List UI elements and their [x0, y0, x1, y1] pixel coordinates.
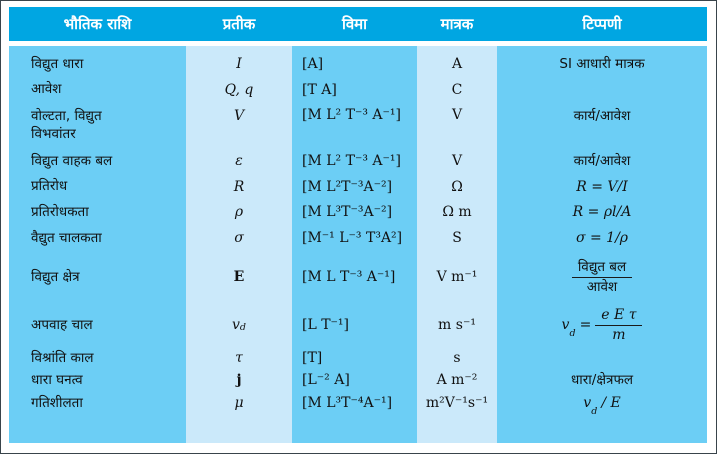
quantity-name: विद्युत धारा	[9, 51, 186, 77]
quantity-unit: S	[417, 225, 497, 251]
quantity-dimension: [A]	[292, 51, 417, 77]
quantity-name: विद्युत क्षेत्र	[9, 251, 186, 303]
quantity-dimension: [L T⁻¹]	[292, 303, 417, 347]
column-band	[9, 415, 186, 443]
quantity-symbol: V	[186, 102, 292, 148]
quantity-remark: vd = e E τ m	[497, 303, 707, 347]
quantity-symbol: ρ	[186, 199, 292, 225]
table-row: विश्रांति काल τ [T] s	[9, 347, 707, 369]
table-row: गतिशीलता μ [M L³T⁻⁴A⁻¹] m²V⁻¹s⁻¹ vd / E	[9, 391, 707, 418]
table-row: आवेश Q, q [T A] C	[9, 77, 707, 102]
quantity-unit: A m⁻²	[417, 369, 497, 391]
quantity-remark: विद्युत बल आवेश	[497, 251, 707, 303]
column-band	[186, 46, 292, 51]
quantity-symbol: Q, q	[186, 77, 292, 102]
quantity-name: अपवाह चाल	[9, 303, 186, 347]
table-row: प्रतिरोध R [M L²T⁻³A⁻²] Ω R = V/I	[9, 174, 707, 199]
quantity-dimension: [M L³T⁻³A⁻²]	[292, 199, 417, 225]
table-row: धारा घनत्व j [L⁻² A] A m⁻² धारा/क्षेत्रफ…	[9, 369, 707, 391]
quantity-name: प्रतिरोधकता	[9, 199, 186, 225]
quantity-unit: Ω	[417, 174, 497, 199]
quantity-unit: m s⁻¹	[417, 303, 497, 347]
remark-fraction: विद्युत बल आवेश	[571, 259, 633, 295]
quantity-unit: V	[417, 148, 497, 174]
quantity-remark: कार्य/आवेश	[497, 102, 707, 148]
table-row: प्रतिरोधकता ρ [M L³T⁻³A⁻²] Ω m R = ρl/A	[9, 199, 707, 225]
table-row: वैद्युत चालकता σ [M⁻¹ L⁻³ T³A²] S σ = 1/…	[9, 225, 707, 251]
quantity-symbol: E	[186, 251, 292, 303]
table-body: विद्युत धारा I [A] A SI आधारी मात्रक आवे…	[9, 46, 707, 443]
quantity-dimension: [T A]	[292, 77, 417, 102]
remark-formula: vd = e E τ m	[562, 307, 643, 344]
table-header-row: भौतिक राशि प्रतीक विमा मात्रक टिप्पणी	[9, 7, 707, 41]
spacer-row	[9, 46, 707, 51]
quantity-name: विश्रांति काल	[9, 347, 186, 369]
remark-formula: vd / E	[583, 395, 621, 418]
quantity-remark: σ = 1/ρ	[497, 225, 707, 251]
quantity-dimension: [M L² T⁻³ A⁻¹]	[292, 102, 417, 148]
column-band	[292, 46, 417, 51]
quantity-unit: s	[417, 347, 497, 369]
quantity-remark: SI आधारी मात्रक	[497, 51, 707, 77]
quantity-name: प्रतिरोध	[9, 174, 186, 199]
quantity-unit: Ω m	[417, 199, 497, 225]
quantity-name: वैद्युत चालकता	[9, 225, 186, 251]
column-band	[497, 415, 707, 443]
quantity-symbol: σ	[186, 225, 292, 251]
quantity-dimension: [M L³T⁻⁴A⁻¹]	[292, 391, 417, 415]
quantity-dimension: [T]	[292, 347, 417, 369]
header-remark: टिप्पणी	[582, 15, 622, 33]
quantity-unit: C	[417, 77, 497, 102]
quantity-remark: R = V/I	[497, 174, 707, 199]
spacer-row	[9, 415, 707, 443]
quantity-name: विद्युत वाहक बल	[9, 148, 186, 174]
table-row: विद्युत वाहक बल ε [M L² T⁻³ A⁻¹] V कार्य…	[9, 148, 707, 174]
quantity-remark: धारा/क्षेत्रफल	[497, 369, 707, 391]
column-band	[417, 46, 497, 51]
quantity-remark	[497, 347, 707, 369]
table-row: विद्युत धारा I [A] A SI आधारी मात्रक	[9, 51, 707, 77]
quantity-name: गतिशीलता	[9, 391, 186, 415]
quantity-remark: R = ρl/A	[497, 199, 707, 225]
quantity-unit: m²V⁻¹s⁻¹	[417, 391, 497, 415]
quantity-unit: A	[417, 51, 497, 77]
quantity-symbol: I	[186, 51, 292, 77]
quantity-symbol: j	[186, 369, 292, 391]
table-row: विद्युत क्षेत्र E [M L T⁻³ A⁻¹] V m⁻¹ वि…	[9, 251, 707, 303]
quantity-dimension: [M L²T⁻³A⁻²]	[292, 174, 417, 199]
quantity-name: वोल्टता, विद्युत विभवांतर	[9, 102, 186, 148]
quantity-name: धारा घनत्व	[9, 369, 186, 391]
column-band	[417, 415, 497, 443]
quantity-name: आवेश	[9, 77, 186, 102]
quantity-symbol: R	[186, 174, 292, 199]
quantity-symbol: τ	[186, 347, 292, 369]
quantity-remark: vd / E	[497, 391, 707, 418]
quantity-remark	[497, 77, 707, 102]
column-band	[497, 46, 707, 51]
column-band	[292, 415, 417, 443]
quantity-unit: V m⁻¹	[417, 251, 497, 303]
quantity-symbol: μ	[186, 391, 292, 415]
quantity-dimension: [L⁻² A]	[292, 369, 417, 391]
column-band	[186, 415, 292, 443]
header-quantity: भौतिक राशि	[63, 15, 132, 33]
header-unit: मात्रक	[440, 15, 474, 33]
quantity-symbol: ε	[186, 148, 292, 174]
quantity-unit: V	[417, 102, 497, 148]
header-symbol: प्रतीक	[222, 15, 256, 33]
header-dimension: विमा	[341, 15, 368, 33]
quantity-dimension: [M L T⁻³ A⁻¹]	[292, 251, 417, 303]
quantity-remark: कार्य/आवेश	[497, 148, 707, 174]
table-row: वोल्टता, विद्युत विभवांतर V [M L² T⁻³ A⁻…	[9, 102, 707, 148]
quantity-dimension: [M L² T⁻³ A⁻¹]	[292, 148, 417, 174]
column-band	[9, 46, 186, 51]
quantity-dimension: [M⁻¹ L⁻³ T³A²]	[292, 225, 417, 251]
